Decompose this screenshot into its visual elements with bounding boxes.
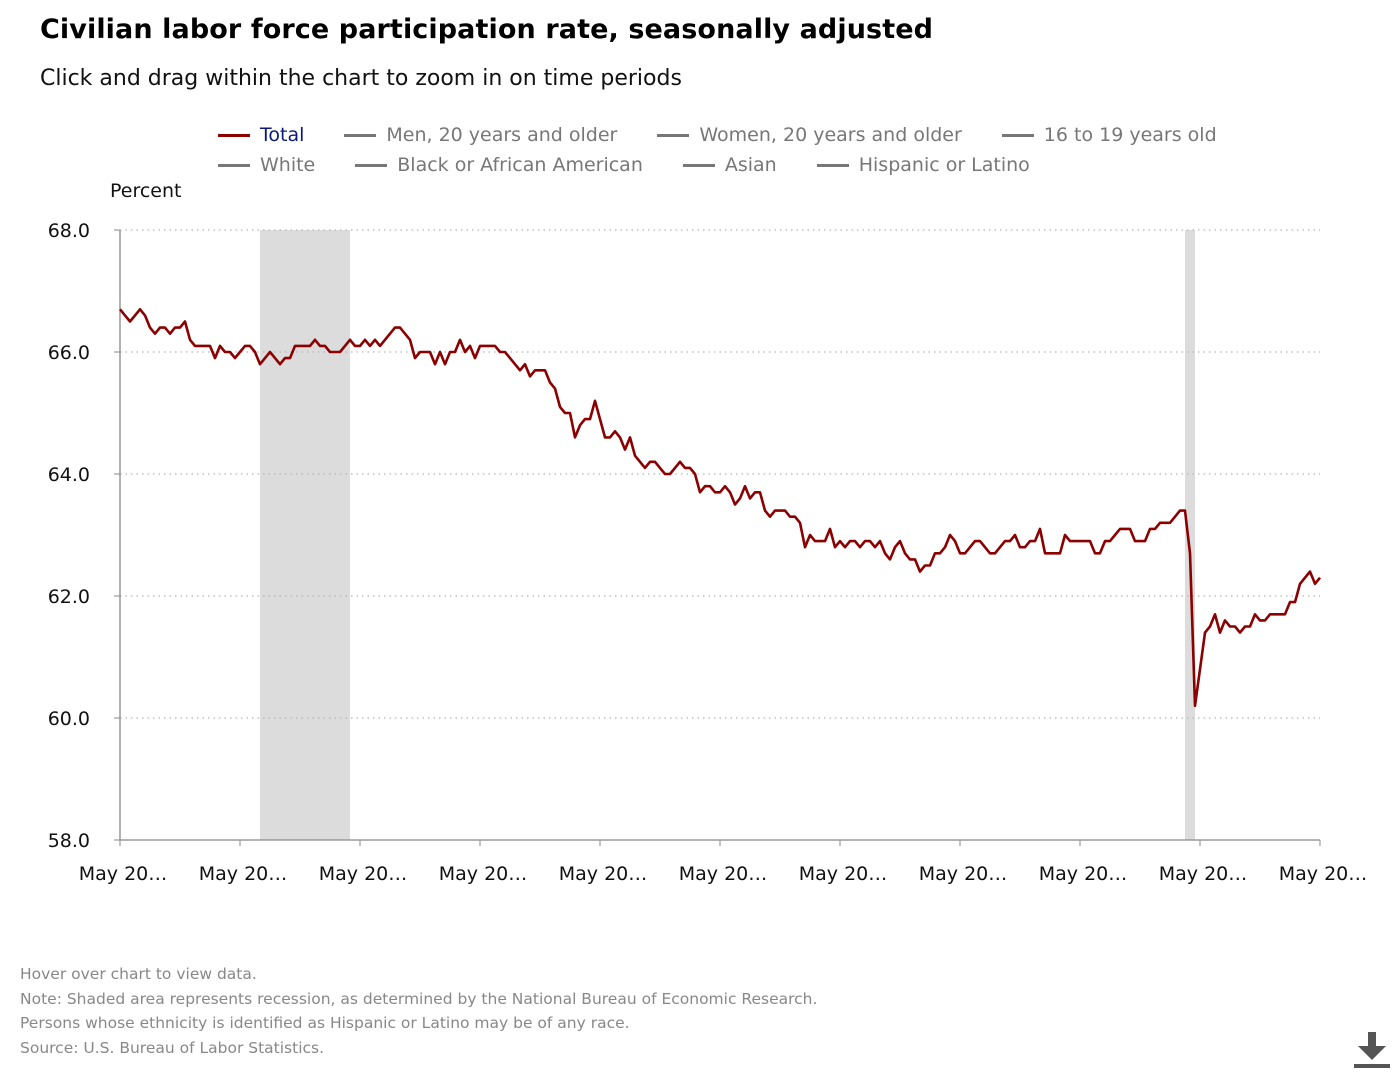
legend-row-1: Total Men, 20 years and older Women, 20 … — [218, 124, 1257, 146]
x-tick-label: May 20… — [799, 863, 888, 885]
x-tick-label: May 20… — [1279, 863, 1368, 885]
series-line-total — [118, 307, 1322, 708]
chart-notes: Hover over chart to view data. Note: Sha… — [20, 962, 817, 1060]
x-tick-label: May 20… — [679, 863, 768, 885]
legend-swatch-white — [218, 163, 250, 167]
legend-label: Asian — [724, 154, 777, 176]
chart-subtitle: Click and drag within the chart to zoom … — [40, 66, 682, 91]
note-hispanic: Persons whose ethnicity is identified as… — [20, 1014, 630, 1032]
y-tick-label: 60.0 — [48, 708, 90, 730]
x-tick-label: May 20… — [559, 863, 648, 885]
chart-title: Civilian labor force participation rate,… — [40, 14, 934, 45]
y-tick-label: 66.0 — [48, 342, 90, 364]
recession-band — [1185, 230, 1195, 840]
x-tick-label: May 20… — [319, 863, 408, 885]
recession-band — [260, 230, 350, 840]
y-tick-label: 62.0 — [48, 586, 90, 608]
legend-item-men[interactable]: Men, 20 years and older — [344, 124, 617, 146]
line-chart[interactable]: 58.0 60.0 62.0 64.0 66.0 68.0 May 20… May 20… Ma… — [0, 0, 1400, 900]
y-axis-label: Percent — [110, 180, 182, 202]
legend-item-black[interactable]: Black or African American — [355, 154, 643, 176]
legend-item-total[interactable]: Total — [218, 124, 304, 146]
legend-label: Men, 20 years and older — [386, 124, 618, 146]
legend-swatch-men — [344, 133, 377, 137]
x-tick-label: May 20… — [1159, 863, 1248, 885]
legend-label: Total — [260, 124, 305, 146]
legend-label: White — [260, 154, 316, 176]
x-tick-label: May 20… — [199, 863, 288, 885]
legend-item-women[interactable]: Women, 20 years and older — [657, 124, 962, 146]
x-tick-label: May 20… — [919, 863, 1008, 885]
legend-swatch-16-to-19 — [1001, 133, 1034, 137]
legend-item-asian[interactable]: Asian — [682, 154, 777, 176]
note-source: Source: U.S. Bureau of Labor Statistics. — [20, 1038, 325, 1057]
legend-item-hispanic[interactable]: Hispanic or Latino — [816, 154, 1030, 176]
legend-swatch-hispanic — [816, 163, 849, 167]
x-tick-label: May 20… — [439, 863, 528, 885]
download-icon — [1354, 1032, 1390, 1068]
y-tick-label: 58.0 — [48, 830, 90, 852]
download-button[interactable] — [1354, 1030, 1390, 1070]
x-tick-label: May 20… — [79, 863, 168, 885]
legend-swatch-black — [355, 163, 388, 167]
legend-label: Women, 20 years and older — [699, 124, 962, 146]
legend-swatch-total — [218, 133, 250, 137]
legend-item-white[interactable]: White — [218, 154, 315, 176]
legend-swatch-asian — [682, 163, 715, 167]
note-recession: Note: Shaded area represents recession, … — [20, 989, 818, 1008]
legend-item-16-to-19[interactable]: 16 to 19 years old — [1001, 124, 1217, 146]
legend-swatch-women — [657, 133, 690, 137]
y-tick-label: 64.0 — [48, 464, 90, 486]
legend-row-2: White Black or African American Asian Hi… — [218, 154, 1070, 176]
x-tick-label: May 20… — [1039, 863, 1128, 885]
legend-label: 16 to 19 years old — [1043, 124, 1217, 146]
y-tick-label: 68.0 — [48, 220, 90, 242]
legend-label: Hispanic or Latino — [858, 154, 1030, 176]
note-hover: Hover over chart to view data. — [20, 965, 257, 983]
legend-label: Black or African American — [397, 154, 643, 176]
